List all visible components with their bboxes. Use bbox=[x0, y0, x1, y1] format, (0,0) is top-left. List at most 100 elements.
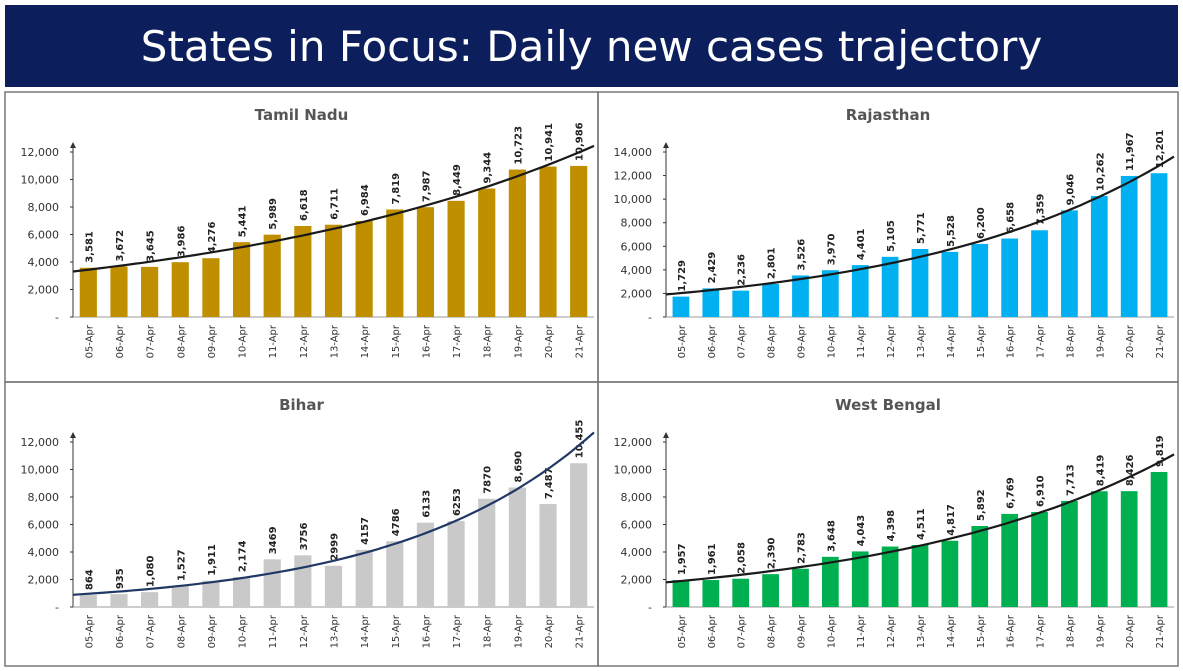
x-tick-label: 08-Apr bbox=[176, 324, 187, 358]
x-tick-label: 21-Apr bbox=[575, 324, 586, 358]
value-label: 1,911 bbox=[207, 544, 218, 576]
x-tick-label: 15-Apr bbox=[391, 324, 402, 358]
bar bbox=[1061, 500, 1078, 607]
x-tick-label: 15-Apr bbox=[976, 614, 987, 648]
value-label: 10,986 bbox=[575, 122, 586, 161]
bar bbox=[762, 574, 779, 607]
y-tick-label: 10,000 bbox=[21, 174, 60, 187]
value-label: 8,690 bbox=[513, 451, 524, 483]
bar bbox=[1150, 471, 1168, 607]
bar bbox=[672, 580, 690, 607]
value-label: 4157 bbox=[360, 517, 371, 545]
value-label: 12,201 bbox=[1155, 130, 1166, 169]
bar bbox=[355, 220, 373, 317]
bar bbox=[447, 521, 465, 607]
value-label: 1,527 bbox=[176, 549, 187, 581]
value-label: 1,957 bbox=[677, 543, 688, 575]
bar bbox=[416, 522, 435, 607]
value-label: 10,262 bbox=[1095, 152, 1106, 191]
value-label: 2999 bbox=[330, 533, 341, 561]
x-tick-label: 19-Apr bbox=[1095, 614, 1106, 648]
x-tick-label: 17-Apr bbox=[1036, 324, 1047, 358]
value-label: 3,645 bbox=[146, 230, 157, 262]
x-tick-label: 17-Apr bbox=[1036, 614, 1047, 648]
bar bbox=[202, 580, 220, 607]
x-tick-label: 17-Apr bbox=[452, 324, 463, 358]
x-tick-label: 05-Apr bbox=[677, 614, 688, 648]
bar bbox=[911, 544, 929, 607]
bar bbox=[881, 256, 899, 317]
y-tick-label: - bbox=[648, 311, 652, 324]
x-tick-label: 07-Apr bbox=[737, 324, 748, 358]
bar bbox=[1090, 491, 1108, 607]
value-label: 6133 bbox=[421, 490, 432, 518]
bar bbox=[508, 487, 526, 607]
y-tick-label: 6,000 bbox=[28, 229, 60, 242]
y-tick-label: 2,000 bbox=[621, 287, 653, 300]
x-tick-label: 21-Apr bbox=[1155, 614, 1166, 648]
y-axis-arrow bbox=[70, 432, 76, 438]
value-label: 8,419 bbox=[1095, 455, 1106, 487]
chart-title: West Bengal bbox=[835, 396, 941, 414]
x-tick-label: 13-Apr bbox=[916, 324, 927, 358]
bar bbox=[1120, 491, 1138, 607]
x-tick-label: 18-Apr bbox=[483, 614, 494, 648]
x-tick-label: 09-Apr bbox=[207, 324, 218, 358]
y-tick-label: 6,000 bbox=[621, 240, 653, 253]
y-tick-label: 12,000 bbox=[21, 436, 60, 449]
trendline bbox=[72, 144, 595, 273]
bar bbox=[110, 266, 128, 317]
y-tick-label: 8,000 bbox=[28, 201, 60, 214]
x-tick-label: 20-Apr bbox=[544, 324, 555, 358]
value-label: 2,236 bbox=[737, 254, 748, 286]
bar bbox=[202, 258, 220, 317]
bar bbox=[79, 267, 97, 317]
x-tick-label: 14-Apr bbox=[946, 614, 957, 648]
value-label: 5,989 bbox=[268, 198, 279, 230]
value-label: 8,426 bbox=[1125, 454, 1136, 486]
x-tick-label: 14-Apr bbox=[360, 614, 371, 648]
x-tick-label: 12-Apr bbox=[299, 614, 310, 648]
bar bbox=[171, 586, 189, 607]
value-label: 4,401 bbox=[856, 228, 867, 260]
value-label: 2,174 bbox=[238, 540, 249, 572]
y-tick-label: 4,000 bbox=[28, 256, 60, 269]
x-tick-label: 09-Apr bbox=[796, 614, 807, 648]
bar bbox=[232, 242, 251, 317]
value-label: 5,441 bbox=[238, 206, 249, 238]
value-label: 4,398 bbox=[886, 510, 897, 542]
y-tick-label: 10,000 bbox=[21, 464, 60, 477]
x-tick-label: 12-Apr bbox=[886, 614, 897, 648]
value-label: 2,429 bbox=[707, 252, 718, 284]
value-label: 6,769 bbox=[1006, 477, 1017, 509]
bar bbox=[792, 568, 809, 607]
value-label: 3469 bbox=[268, 526, 279, 554]
bar bbox=[941, 540, 959, 607]
bar bbox=[1090, 196, 1108, 317]
bar bbox=[702, 288, 720, 317]
y-tick-label: 8,000 bbox=[621, 217, 653, 230]
bar bbox=[324, 224, 343, 317]
value-label: 9,344 bbox=[483, 152, 494, 184]
x-tick-label: 11-Apr bbox=[856, 614, 867, 648]
y-tick-label: 10,000 bbox=[614, 193, 653, 206]
value-label: 7,987 bbox=[421, 171, 432, 203]
chart-title: Rajasthan bbox=[846, 106, 931, 124]
trendline bbox=[665, 155, 1175, 296]
x-tick-label: 13-Apr bbox=[330, 324, 341, 358]
value-label: 4,817 bbox=[946, 504, 957, 536]
x-tick-label: 16-Apr bbox=[421, 614, 432, 648]
value-label: 10,941 bbox=[544, 123, 555, 162]
x-tick-label: 06-Apr bbox=[707, 614, 718, 648]
bar bbox=[1150, 173, 1168, 317]
x-tick-label: 07-Apr bbox=[737, 614, 748, 648]
x-tick-label: 12-Apr bbox=[299, 324, 310, 358]
y-axis-arrow bbox=[663, 432, 669, 438]
bar bbox=[508, 169, 526, 317]
x-tick-label: 19-Apr bbox=[513, 614, 524, 648]
x-tick-label: 21-Apr bbox=[1155, 324, 1166, 358]
chart-panel: Rajasthan - 2,000 4,000 6,000 8,000 10,000 12,0… bbox=[597, 91, 1179, 383]
x-tick-label: 20-Apr bbox=[1125, 324, 1136, 358]
bar bbox=[386, 209, 404, 317]
trendline bbox=[72, 431, 595, 596]
